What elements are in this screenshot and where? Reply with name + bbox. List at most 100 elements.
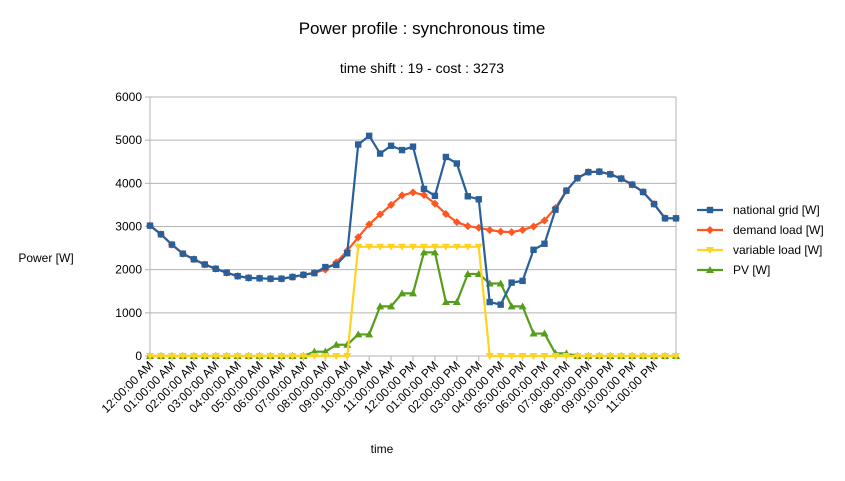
point-pv [398, 289, 407, 297]
point-variable-load [398, 243, 407, 251]
y-tick-label: 4000 [115, 176, 142, 190]
point-variable-load [288, 353, 297, 360]
point-national-grid [278, 275, 285, 282]
point-national-grid [420, 185, 428, 193]
point-demand-load [441, 209, 450, 218]
point-national-grid [179, 250, 187, 257]
point-variable-load [430, 243, 439, 251]
point-variable-load [639, 353, 648, 360]
point-national-grid [486, 298, 493, 306]
point-demand-load [496, 227, 505, 236]
point-national-grid [442, 153, 450, 161]
point-national-grid [453, 160, 461, 167]
point-national-grid [409, 143, 417, 150]
point-variable-load [266, 353, 275, 360]
point-national-grid [497, 301, 504, 308]
point-variable-load [156, 353, 165, 360]
point-national-grid [223, 269, 230, 276]
point-variable-load [332, 353, 341, 360]
point-variable-load [189, 353, 198, 360]
point-national-grid [475, 196, 482, 203]
point-national-grid [234, 272, 241, 280]
point-pv [430, 248, 439, 256]
point-variable-load [146, 353, 154, 360]
point-variable-load [562, 353, 571, 360]
series-variable-load [146, 243, 680, 360]
legend-swatch-marker [706, 247, 714, 254]
point-variable-load [387, 243, 396, 251]
point-variable-load [474, 243, 483, 251]
point-demand-load [365, 220, 374, 229]
x-axis-label: time [371, 442, 394, 456]
point-national-grid [585, 168, 592, 176]
point-national-grid [639, 188, 647, 196]
y-axis-label: Power [W] [18, 251, 73, 265]
legend-item-national-grid: national grid [W] [697, 203, 820, 217]
point-national-grid [300, 271, 307, 279]
point-demand-load [452, 218, 461, 227]
legend-label: national grid [W] [733, 203, 820, 217]
y-tick-label: 2000 [115, 263, 142, 277]
point-national-grid [146, 222, 154, 229]
point-variable-load [376, 243, 385, 251]
point-pv [387, 302, 396, 310]
point-demand-load [518, 225, 527, 234]
point-national-grid [618, 175, 625, 182]
point-demand-load [529, 222, 538, 231]
point-variable-load [672, 353, 680, 360]
point-variable-load [507, 353, 516, 360]
point-pv [496, 279, 505, 287]
point-national-grid [530, 246, 537, 254]
point-national-grid [267, 275, 274, 282]
point-variable-load [518, 353, 527, 360]
legend-item-pv: PV [W] [697, 263, 770, 277]
point-variable-load [584, 353, 593, 360]
point-demand-load [419, 190, 428, 199]
point-pv [419, 248, 428, 256]
point-demand-load [430, 199, 439, 208]
point-national-grid [311, 269, 318, 277]
point-variable-load [343, 353, 352, 360]
point-pv [518, 302, 527, 310]
point-national-grid [541, 240, 548, 247]
point-national-grid [672, 215, 680, 222]
series [146, 132, 680, 360]
point-national-grid [365, 132, 373, 140]
point-variable-load [419, 243, 428, 251]
point-variable-load [244, 353, 253, 360]
point-variable-load [496, 353, 505, 360]
legend-item-variable-load: variable load [W] [697, 243, 822, 257]
point-variable-load [452, 243, 461, 251]
point-national-grid [355, 141, 362, 148]
point-demand-load [376, 210, 385, 219]
point-national-grid [376, 150, 384, 157]
point-demand-load [485, 225, 494, 234]
point-national-grid [212, 265, 219, 273]
point-variable-load [277, 353, 286, 360]
point-pv [365, 330, 374, 338]
legend-swatch-marker [706, 266, 714, 273]
point-national-grid [344, 250, 351, 257]
point-variable-load [540, 353, 549, 360]
point-variable-load [211, 353, 220, 360]
point-national-grid [508, 279, 515, 286]
point-pv [332, 340, 341, 348]
point-variable-load [167, 353, 176, 360]
point-variable-load [299, 353, 308, 360]
legend-swatch-marker [706, 206, 714, 214]
point-national-grid [650, 200, 658, 208]
y-tick-label: 5000 [115, 133, 142, 147]
point-national-grid [628, 181, 636, 188]
point-variable-load [233, 353, 242, 360]
legend-item-demand-load: demand load [W] [697, 223, 824, 237]
point-demand-load [507, 228, 516, 237]
point-variable-load [617, 353, 626, 360]
point-national-grid [157, 231, 165, 238]
point-variable-load [551, 353, 560, 360]
point-variable-load [178, 353, 187, 360]
point-variable-load [321, 353, 330, 360]
point-national-grid [256, 275, 263, 282]
point-variable-load [595, 353, 604, 360]
point-national-grid [289, 273, 296, 281]
